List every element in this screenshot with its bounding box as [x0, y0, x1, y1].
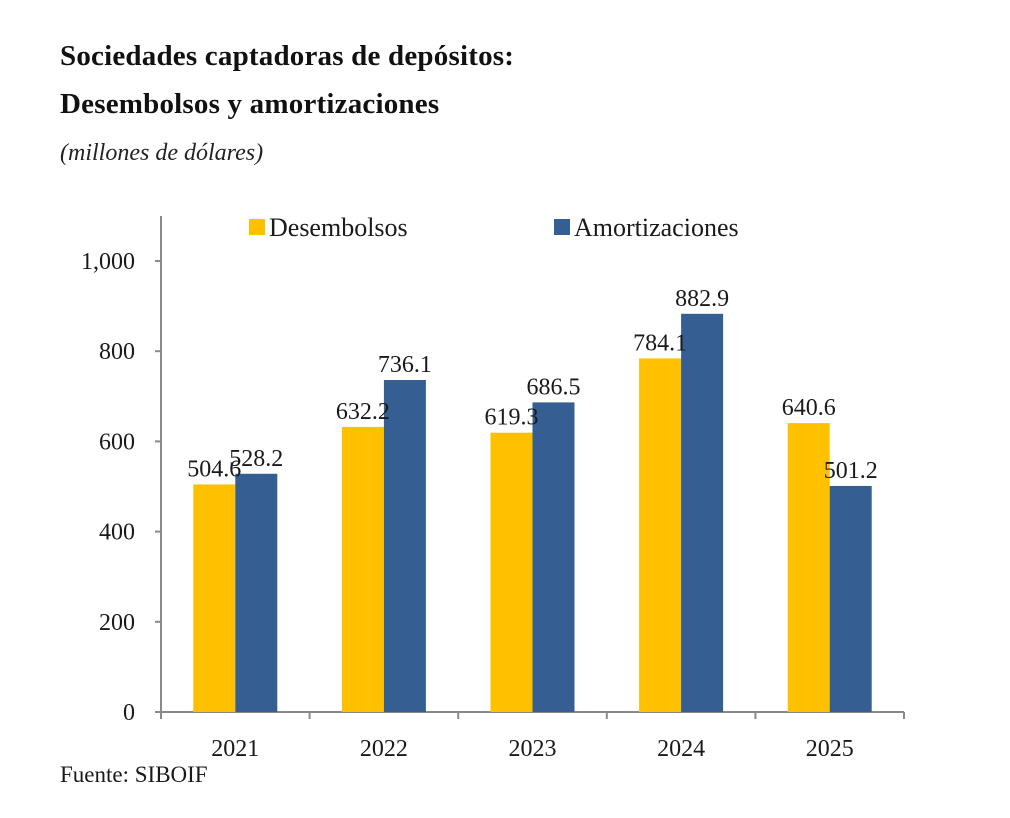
y-tick-label: 1,000	[81, 249, 135, 275]
bar-desembolsos	[787, 423, 830, 712]
axes: 0 200 400 600 800 1,000 2021 2022 2023 2024 2025	[81, 216, 905, 762]
legend-label: Amortizaciones	[574, 213, 739, 242]
legend: Desembolsos Amortizaciones	[249, 213, 739, 242]
x-tick-label: 2024	[657, 736, 705, 762]
data-label: 784.1	[633, 330, 687, 356]
bars	[193, 313, 872, 712]
x-tick-label: 2025	[806, 736, 854, 762]
data-label: 632.2	[336, 399, 390, 425]
bar-amortizaciones	[532, 402, 575, 712]
y-tick-label: 600	[99, 429, 135, 455]
y-tick-label: 200	[99, 610, 135, 636]
x-tick-label: 2021	[211, 736, 259, 762]
data-label: 528.2	[229, 446, 283, 472]
y-tick-label: 400	[99, 520, 135, 546]
chart-subtitle: (millones de dólares)	[60, 140, 264, 166]
bar-desembolsos	[193, 484, 236, 712]
chart-title: Sociedades captadoras de depósitos:	[60, 40, 515, 72]
x-tick-label: 2022	[360, 736, 408, 762]
source-note: Fuente: SIBOIF	[60, 762, 208, 787]
bar-desembolsos	[490, 432, 533, 712]
data-label: 686.5	[527, 374, 581, 400]
data-labels: 504.6 632.2 619.3 784.1 640.6 528.2 736.1 686.5…	[187, 286, 877, 484]
y-tick-label: 0	[123, 700, 135, 726]
legend-label: Desembolsos	[269, 213, 408, 242]
data-label: 640.6	[782, 395, 836, 421]
x-tick-label: 2023	[509, 736, 557, 762]
chart-title-line2: Desembolsos y amortizaciones	[60, 88, 440, 120]
bar-amortizaciones	[383, 380, 426, 712]
bar-amortizaciones	[681, 313, 724, 712]
data-label: 501.2	[824, 458, 878, 484]
data-label: 736.1	[378, 352, 432, 378]
bar-desembolsos	[341, 426, 384, 712]
legend-swatch	[249, 219, 265, 235]
data-label: 504.6	[187, 456, 241, 482]
legend-swatch	[554, 219, 570, 235]
bar-amortizaciones	[235, 473, 278, 712]
bar-desembolsos	[639, 358, 682, 712]
data-label: 882.9	[675, 286, 729, 312]
y-tick-label: 800	[99, 339, 135, 365]
data-label: 619.3	[485, 405, 539, 431]
bar-amortizaciones	[829, 485, 872, 712]
